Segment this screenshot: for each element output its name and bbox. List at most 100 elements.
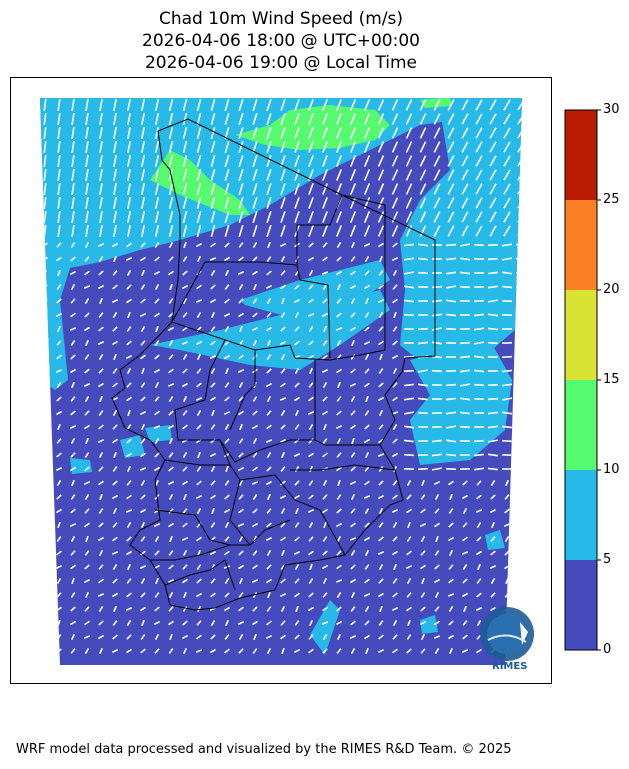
wind-arrow	[280, 578, 286, 584]
wind-arrow	[154, 466, 160, 472]
wind-arrow	[417, 243, 429, 247]
wind-arrow	[237, 523, 245, 527]
wind-arrow	[57, 182, 61, 196]
wind-arrow	[57, 423, 61, 431]
wind-arrow	[364, 634, 370, 640]
wind-arrow	[445, 243, 457, 247]
wind-arrow	[140, 256, 146, 262]
wind-arrow	[293, 648, 301, 654]
wind-arrow	[71, 98, 75, 112]
wind-arrow	[517, 113, 522, 125]
wind-arrow	[265, 439, 273, 443]
wind-arrow	[403, 243, 415, 247]
wind-arrow	[252, 155, 258, 167]
wind-arrow	[71, 196, 75, 210]
wind-arrow	[238, 536, 244, 542]
wind-arrow	[294, 113, 300, 125]
wind-arrow	[112, 326, 118, 332]
wind-arrow	[210, 270, 216, 276]
wind-arrow	[140, 210, 146, 224]
wind-arrow	[182, 620, 188, 626]
wind-arrow	[126, 522, 132, 528]
wind-arrow	[238, 155, 244, 167]
wind-arrow	[280, 522, 286, 528]
wind-arrow	[487, 327, 499, 331]
wind-arrow	[168, 126, 174, 140]
wind-arrow	[70, 494, 76, 500]
wind-arrow	[515, 313, 522, 317]
wind-arrow	[407, 619, 411, 627]
wind-arrow	[294, 284, 300, 290]
wind-arrow	[294, 634, 300, 640]
wind-arrow	[350, 298, 356, 304]
wind-arrow	[336, 437, 342, 445]
wind-arrow	[210, 169, 216, 181]
wind-arrow	[126, 494, 132, 500]
wind-arrow	[350, 368, 356, 374]
wind-arrow	[224, 298, 230, 304]
wind-arrow	[141, 619, 145, 627]
wind-arrow	[252, 312, 258, 318]
wind-arrow	[392, 522, 398, 528]
wind-arrow	[224, 211, 230, 223]
wind-arrow	[98, 466, 104, 472]
wind-arrow	[154, 224, 160, 238]
wind-arrow	[266, 452, 272, 458]
wind-arrow	[126, 270, 132, 276]
wind-arrow	[350, 550, 356, 556]
wind-arrow	[517, 211, 522, 223]
wind-arrow	[445, 383, 457, 387]
wind-arrow	[487, 425, 499, 429]
wind-arrow	[487, 397, 499, 401]
wind-arrow	[417, 257, 429, 261]
wind-arrow	[406, 494, 412, 500]
wind-arrow	[322, 141, 328, 153]
wind-arrow	[392, 284, 398, 290]
wind-arrow	[321, 271, 329, 275]
wind-arrow	[43, 465, 47, 473]
wind-arrow	[70, 564, 76, 570]
wind-arrow	[252, 452, 258, 458]
wind-arrow	[294, 494, 300, 500]
wind-arrow	[196, 382, 202, 388]
wind-arrow	[84, 591, 90, 599]
wind-arrow	[169, 633, 173, 641]
wind-arrow	[168, 648, 174, 654]
wind-arrow	[378, 620, 384, 626]
wind-arrow	[154, 256, 160, 262]
wind-arrow	[445, 411, 457, 415]
wind-arrow	[238, 183, 244, 195]
wind-arrow	[280, 438, 286, 444]
wind-arrow	[336, 141, 342, 153]
wind-arrow	[56, 494, 62, 500]
wind-arrow	[182, 508, 188, 514]
wind-arrow	[265, 284, 273, 290]
wind-arrow	[209, 355, 217, 359]
wind-arrow	[449, 647, 453, 655]
wind-arrow	[196, 507, 202, 515]
wind-arrow	[155, 577, 159, 585]
wind-arrow	[224, 197, 230, 209]
wind-arrow	[182, 466, 188, 472]
wind-arrow	[461, 113, 469, 125]
wind-arrow	[42, 522, 48, 528]
wind-arrow	[98, 326, 104, 332]
wind-arrow	[84, 424, 90, 430]
wind-arrow	[224, 423, 230, 431]
wind-arrow	[56, 284, 62, 290]
wind-arrow	[308, 326, 314, 332]
wind-arrow	[403, 271, 415, 275]
wind-arrow	[336, 155, 342, 167]
wind-arrow	[267, 591, 271, 599]
wind-arrow	[195, 299, 203, 303]
wind-arrow	[504, 536, 510, 542]
wind-arrow	[71, 182, 75, 196]
wind-arrow	[350, 256, 356, 262]
wind-arrow	[140, 325, 146, 333]
wind-arrow	[182, 647, 188, 655]
wind-arrow	[308, 127, 314, 139]
wind-arrow	[140, 536, 146, 542]
wind-arrow	[365, 549, 369, 557]
wind-arrow	[308, 521, 314, 529]
wind-arrow	[266, 225, 272, 237]
